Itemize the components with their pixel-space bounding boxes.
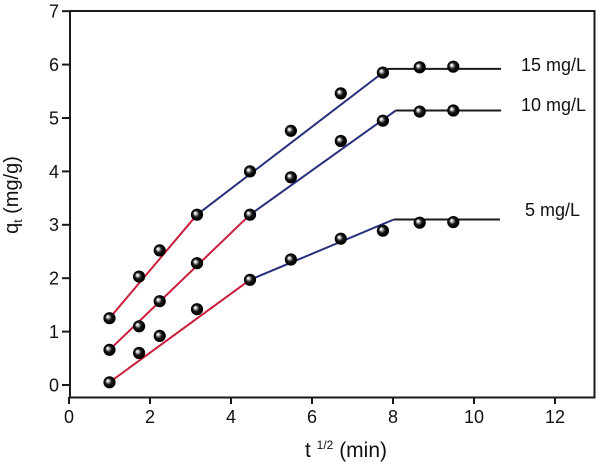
svg-text:10: 10 bbox=[464, 407, 484, 427]
svg-text:0: 0 bbox=[49, 375, 59, 395]
svg-text:4: 4 bbox=[49, 162, 59, 182]
svg-text:3: 3 bbox=[49, 215, 59, 235]
svg-text:7: 7 bbox=[49, 2, 59, 22]
svg-text:1: 1 bbox=[49, 322, 59, 342]
svg-text:2: 2 bbox=[145, 407, 155, 427]
svg-text:0: 0 bbox=[64, 407, 74, 427]
svg-text:15 mg/L: 15 mg/L bbox=[521, 55, 586, 75]
svg-text:10 mg/L: 10 mg/L bbox=[521, 95, 586, 115]
svg-text:4: 4 bbox=[226, 407, 236, 427]
svg-text:5 mg/L: 5 mg/L bbox=[525, 200, 580, 220]
svg-text:8: 8 bbox=[388, 407, 398, 427]
svg-text:2: 2 bbox=[49, 269, 59, 289]
svg-text:6: 6 bbox=[307, 407, 317, 427]
svg-text:12: 12 bbox=[545, 407, 565, 427]
svg-text:6: 6 bbox=[49, 55, 59, 75]
svg-text:5: 5 bbox=[49, 108, 59, 128]
